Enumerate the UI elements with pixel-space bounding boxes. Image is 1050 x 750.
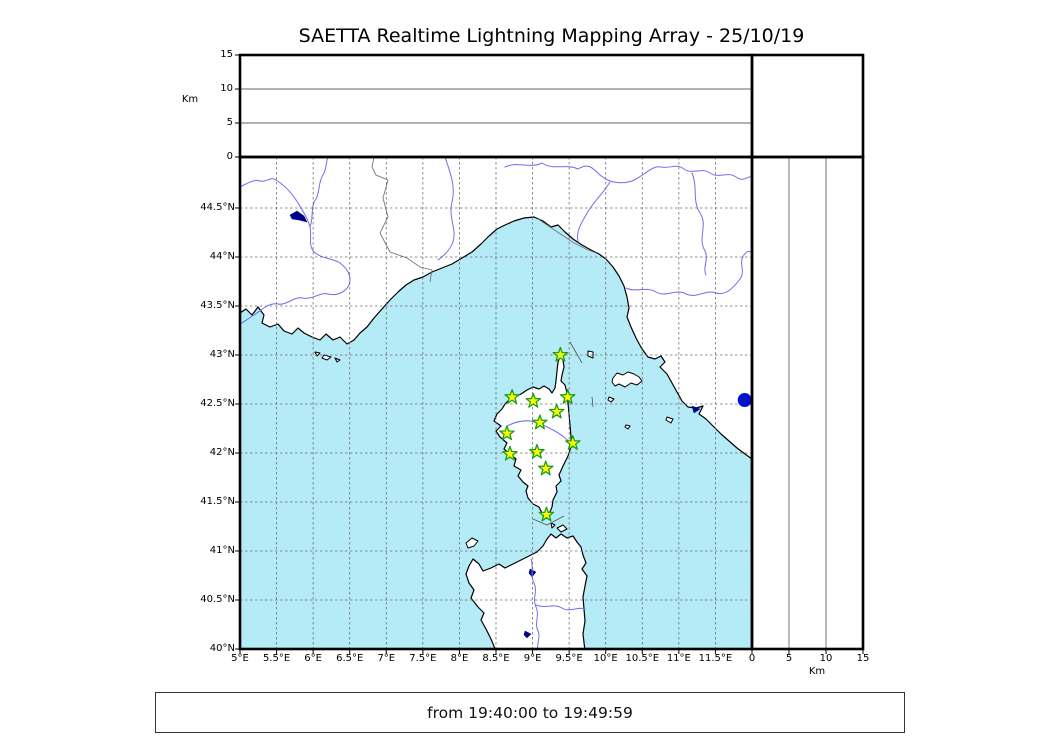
- station-marker: [504, 388, 520, 404]
- lon-tick-label: 7.5°E: [409, 653, 437, 664]
- lon-tick-label: 8°E: [450, 653, 469, 664]
- maddalena: [556, 524, 568, 533]
- lat-tick-label: 40.5°N: [200, 593, 235, 605]
- alt-right-tick-label: 5: [785, 653, 793, 664]
- maddalena-2: [550, 522, 556, 529]
- lat-tick-label: 40°N: [209, 643, 235, 654]
- river-sardinia-2: [535, 604, 586, 611]
- river-trebbia: [691, 172, 707, 276]
- lon-tick-label: 11°E: [666, 653, 691, 664]
- alt-top-tick-label: 5: [226, 117, 233, 128]
- lat-tick-label: 44.5°N: [200, 201, 235, 213]
- station-marker: [502, 445, 518, 461]
- sardinia: [465, 533, 588, 649]
- corsica: [493, 356, 572, 515]
- lon-tick-label: 10°E: [593, 653, 618, 664]
- sea-line-bonifacio: [532, 515, 565, 526]
- alt-axis-unit-right: Km: [808, 666, 826, 677]
- lon-tick-label: 9°E: [523, 653, 542, 664]
- lon-tick-label: 8.5°E: [482, 653, 510, 664]
- station-marker: [499, 425, 515, 441]
- station-marker: [538, 506, 555, 522]
- station-marker: [525, 392, 542, 408]
- river-po: [504, 162, 752, 184]
- alt-right-panel-frame: [750, 155, 865, 651]
- hyeres-island-2: [334, 357, 341, 363]
- lon-tick-label: 9.5°E: [555, 653, 583, 664]
- time-range-text: from 19:40:00 to 19:49:59: [427, 703, 633, 722]
- alt-top-tick-label: 0: [226, 151, 233, 162]
- hyeres-island-1: [321, 354, 332, 361]
- giglio: [665, 416, 674, 424]
- river-arno: [625, 250, 752, 296]
- station-marker: [532, 414, 548, 430]
- lat-tick-label: 41°N: [209, 544, 235, 556]
- alt-top-tick-label: 10: [220, 83, 233, 94]
- river-tanaro: [437, 157, 455, 261]
- alt-right-tick-label: 15: [856, 653, 870, 664]
- corner-box-frame: [750, 53, 865, 159]
- alt-top-panel-frame: [238, 53, 754, 159]
- lon-tick-label: 5°E: [231, 653, 249, 664]
- lat-tick-label: 43.5°N: [200, 299, 235, 311]
- alt-right-tick-label: 10: [819, 653, 833, 664]
- station-marker: [552, 346, 569, 362]
- lat-tick-label: 42.5°N: [200, 397, 235, 409]
- lat-tick-label: 42°N: [209, 446, 235, 458]
- river-scrivia: [577, 181, 611, 242]
- lat-tick-label: 41.5°N: [200, 495, 235, 507]
- station-marker: [548, 403, 565, 419]
- alt-right-tick-label: 0: [748, 653, 756, 664]
- alt-axis-unit-top: Km: [181, 94, 199, 105]
- station-marker: [565, 435, 581, 450]
- map-content: [240, 157, 752, 649]
- river-sardinia-1: [530, 558, 540, 649]
- capraia: [587, 350, 594, 359]
- figure-title: SAETTA Realtime Lightning Mapping Array …: [298, 25, 805, 47]
- time-range-box: from 19:40:00 to 19:49:59: [155, 692, 905, 733]
- asinara: [465, 537, 479, 549]
- river-durance: [240, 178, 351, 325]
- elba: [611, 371, 643, 388]
- mainland-coast: [240, 157, 752, 460]
- lat-tick-label: 43°N: [209, 348, 235, 360]
- lon-tick-label: 6.5°E: [336, 653, 364, 664]
- sea-line-pianosa: [591, 396, 594, 408]
- lon-tick-label: 7°E: [377, 653, 396, 664]
- sea-line-capcorse: [569, 341, 583, 364]
- lon-tick-label: 6°E: [304, 653, 322, 664]
- river-durance-branch: [309, 157, 329, 228]
- station-marker: [559, 388, 576, 404]
- event-dot: [737, 393, 752, 408]
- lake-serre-poncon: [289, 210, 308, 223]
- border-france-italy: [371, 157, 433, 283]
- border-liguria: [537, 218, 597, 254]
- lake-sardinia-2: [523, 630, 532, 639]
- lat-tick-label: 44°N: [209, 250, 235, 262]
- montecristo: [624, 424, 631, 430]
- lagoon-orbetello: [691, 405, 701, 414]
- lon-tick-label: 5.5°E: [262, 653, 291, 664]
- pianosa: [607, 396, 615, 403]
- station-marker: [537, 460, 554, 476]
- station-marker: [529, 443, 545, 459]
- lon-tick-label: 10.5°E: [625, 653, 660, 664]
- lon-tick-label: 11.5°E: [698, 653, 733, 664]
- alt-top-tick-label: 15: [220, 49, 233, 60]
- hyeres-island-3: [314, 351, 321, 357]
